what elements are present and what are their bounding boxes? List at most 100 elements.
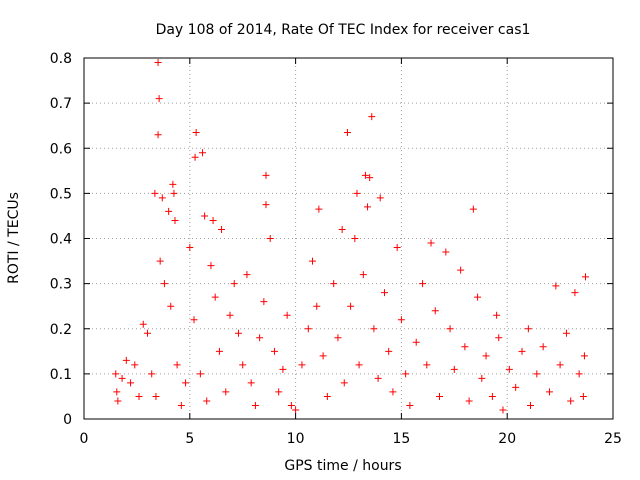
data-point xyxy=(283,311,291,319)
data-point xyxy=(442,248,450,256)
y-tick-label: 0.1 xyxy=(50,367,72,383)
data-point xyxy=(364,203,372,211)
x-axis-label: GPS time / hours xyxy=(284,458,401,474)
data-point xyxy=(239,361,247,369)
data-point xyxy=(380,289,388,297)
data-point xyxy=(355,361,363,369)
data-point xyxy=(319,352,327,360)
data-point xyxy=(518,347,526,355)
data-point xyxy=(260,298,268,306)
data-point xyxy=(366,174,374,182)
data-point xyxy=(431,307,439,315)
data-point xyxy=(347,302,355,310)
data-point xyxy=(330,280,338,288)
y-tick-label: 0.5 xyxy=(50,186,72,202)
axes: 0 5 10 15 20 25 0 0.1 0.2 0.3 0.4 0.5 0.6 0.7 0.8 xyxy=(50,51,622,447)
y-tick-label: 0.2 xyxy=(50,322,72,338)
data-point xyxy=(309,257,317,265)
data-point xyxy=(478,374,486,382)
data-point xyxy=(158,194,166,202)
data-point xyxy=(562,329,570,337)
data-point xyxy=(482,352,490,360)
data-point xyxy=(143,329,151,337)
x-tick-label: 10 xyxy=(287,431,305,447)
data-point xyxy=(215,347,223,355)
data-point xyxy=(139,320,147,328)
data-point xyxy=(461,343,469,351)
y-tick-label: 0 xyxy=(63,412,72,428)
data-point xyxy=(148,370,156,378)
data-point xyxy=(209,216,217,224)
data-point xyxy=(287,401,295,409)
data-points xyxy=(112,59,589,414)
data-point xyxy=(196,370,204,378)
data-point xyxy=(556,361,564,369)
data-point xyxy=(370,325,378,333)
data-point xyxy=(512,383,520,391)
data-point xyxy=(262,171,270,179)
data-point xyxy=(315,205,323,213)
data-point xyxy=(465,397,473,405)
data-point xyxy=(251,401,259,409)
data-point xyxy=(203,397,211,405)
data-point xyxy=(402,370,410,378)
data-point xyxy=(323,392,331,400)
gridlines xyxy=(84,58,613,419)
data-point xyxy=(198,149,206,157)
data-point xyxy=(571,289,579,297)
data-point xyxy=(397,316,405,324)
data-point xyxy=(419,280,427,288)
data-point xyxy=(385,347,393,355)
data-point xyxy=(222,388,230,396)
data-point xyxy=(171,216,179,224)
chart-title: Day 108 of 2014, Rate Of TEC Index for r… xyxy=(156,22,531,38)
data-point xyxy=(298,361,306,369)
data-point xyxy=(412,338,420,346)
y-tick-label: 0.7 xyxy=(50,96,72,112)
data-point xyxy=(423,361,431,369)
data-point xyxy=(393,244,401,252)
data-point xyxy=(374,374,382,382)
data-point xyxy=(170,189,178,197)
data-point xyxy=(552,282,560,290)
data-point xyxy=(201,212,209,220)
data-point xyxy=(493,311,501,319)
data-point xyxy=(450,365,458,373)
data-point xyxy=(190,316,198,324)
data-point xyxy=(469,205,477,213)
y-axis-label: ROTI / TECUs xyxy=(6,192,22,284)
data-point xyxy=(359,271,367,279)
data-point xyxy=(192,128,200,136)
data-point xyxy=(165,207,173,215)
x-tick-label: 20 xyxy=(498,431,516,447)
data-point xyxy=(474,293,482,301)
y-tick-label: 0.8 xyxy=(50,51,72,67)
data-point xyxy=(207,262,215,270)
data-point xyxy=(114,397,122,405)
data-point xyxy=(338,225,346,233)
data-point xyxy=(247,379,255,387)
data-point xyxy=(495,334,503,342)
data-point xyxy=(499,406,507,414)
data-point xyxy=(243,271,251,279)
data-point xyxy=(127,379,135,387)
data-point xyxy=(191,153,199,161)
data-point xyxy=(230,280,238,288)
data-point xyxy=(526,401,534,409)
data-point xyxy=(113,388,121,396)
data-point xyxy=(131,361,139,369)
x-tick-label: 15 xyxy=(392,431,410,447)
data-point xyxy=(304,325,312,333)
y-tick-label: 0.3 xyxy=(50,277,72,293)
data-point xyxy=(256,334,264,342)
data-point xyxy=(546,388,554,396)
data-point xyxy=(389,388,397,396)
data-point xyxy=(135,392,143,400)
data-point xyxy=(361,171,369,179)
x-tick-label: 25 xyxy=(604,431,622,447)
data-point xyxy=(186,244,194,252)
data-point xyxy=(343,128,351,136)
x-tick-label: 0 xyxy=(80,431,89,447)
data-point xyxy=(368,113,376,121)
data-point xyxy=(351,235,359,242)
